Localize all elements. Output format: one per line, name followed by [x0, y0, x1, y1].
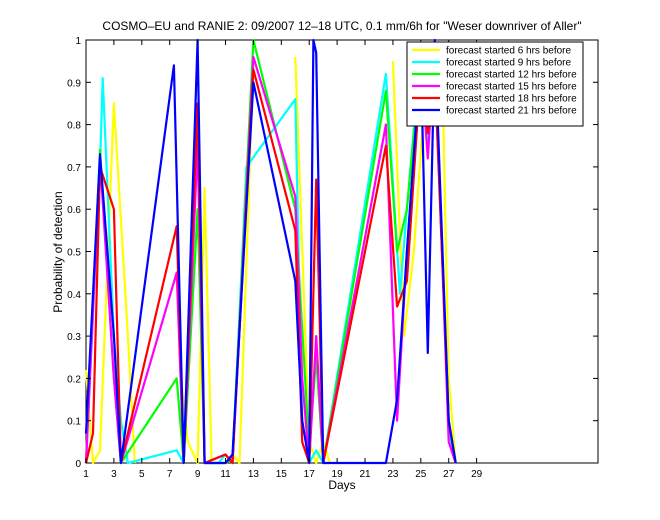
y-tick-label: 0.3	[67, 332, 81, 343]
legend-label-6: forecast started 21 hrs before	[446, 106, 577, 117]
y-tick-label: 0.6	[67, 205, 81, 216]
y-tick-label: 0.8	[67, 121, 81, 132]
x-tick-label: 15	[276, 469, 288, 480]
y-tick-label: 0.2	[67, 374, 81, 385]
x-tick-label: 17	[304, 469, 316, 480]
y-tick-label: 0.5	[67, 248, 81, 259]
y-tick-label: 0.9	[67, 78, 81, 89]
x-tick-label: 21	[359, 469, 371, 480]
tick-layer: 1 3 5 7 9 11 13 15 17 19 21 23 25 27 2900.10.20.30.40.…	[67, 36, 598, 480]
y-tick-label: 0.4	[67, 290, 81, 301]
x-tick-label: 29	[471, 469, 483, 480]
y-tick-label: 1	[75, 36, 81, 47]
y-axis-label: Probability of detection	[51, 191, 65, 312]
legend-label-5: forecast started 18 hrs before	[446, 94, 577, 105]
y-tick-label: 0.7	[67, 163, 81, 174]
chart-title: COSMO–EU and RANIE 2: 09/2007 12–18 UTC,…	[102, 19, 581, 33]
x-tick-label: 9	[195, 469, 201, 480]
x-tick-label: 5	[139, 469, 145, 480]
y-tick-label: 0	[75, 459, 81, 470]
legend-label-3: forecast started 12 hrs before	[446, 70, 577, 81]
legend-box	[406, 41, 584, 127]
x-tick-label: 13	[248, 469, 260, 480]
x-tick-label: 19	[332, 469, 344, 480]
legend-label-4: forecast started 15 hrs before	[446, 82, 577, 93]
x-tick-label: 23	[387, 469, 399, 480]
legend-label-2: forecast started 9 hrs before	[446, 58, 572, 69]
x-tick-label: 25	[415, 469, 427, 480]
x-tick-label: 1	[83, 469, 89, 480]
x-tick-label: 27	[443, 469, 455, 480]
x-axis-label: Days	[328, 478, 355, 492]
x-tick-label: 11	[220, 469, 231, 480]
x-tick-label: 7	[167, 469, 173, 480]
x-tick-label: 3	[111, 469, 117, 480]
y-tick-label: 0.1	[67, 417, 81, 428]
legend-label-1: forecast started 6 hrs before	[446, 46, 572, 57]
